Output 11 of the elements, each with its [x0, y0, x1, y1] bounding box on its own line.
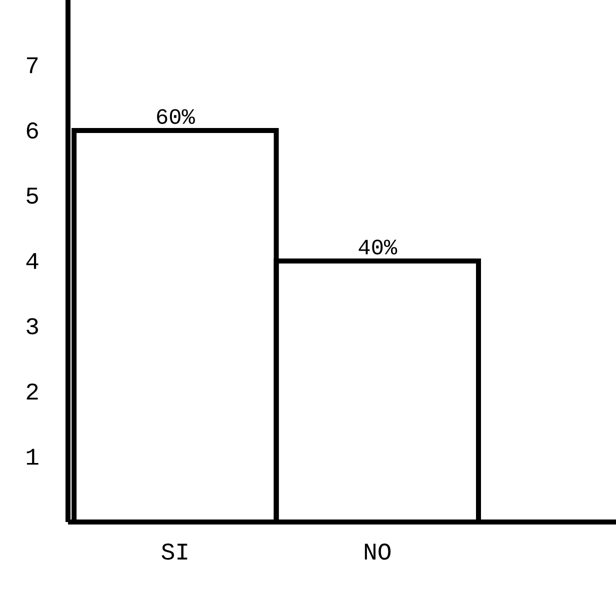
x-tick-label: NO — [364, 544, 391, 560]
y-tick-label: 2 — [26, 384, 38, 400]
y-tick-label: 7 — [26, 57, 38, 74]
x-tick-label: SI — [162, 544, 188, 560]
y-tick-label: 1 — [26, 448, 38, 465]
y-tick-label: 5 — [26, 188, 38, 204]
y-tick-label: 4 — [26, 253, 38, 269]
annotation: 60% — [157, 109, 195, 124]
y-tick-label: 6 — [26, 122, 38, 139]
y-tick-label: 3 — [26, 318, 38, 334]
annotation: 40% — [358, 240, 398, 254]
